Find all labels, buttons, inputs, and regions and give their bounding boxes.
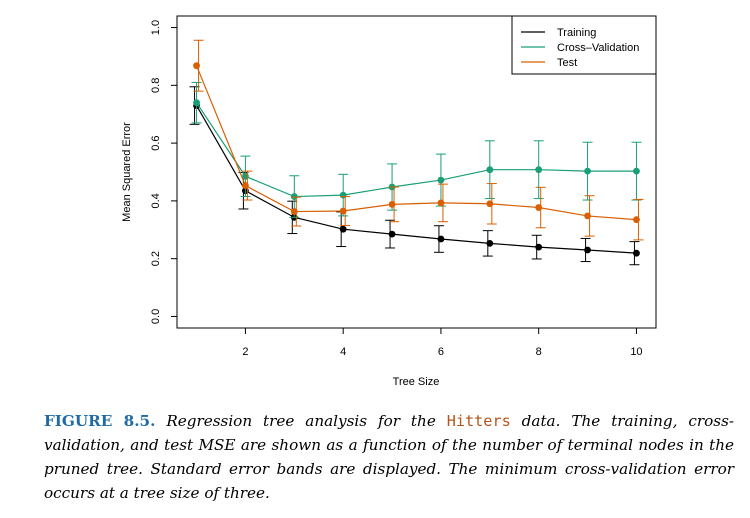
data-point — [535, 166, 543, 174]
data-point — [584, 246, 591, 254]
data-point — [486, 200, 494, 208]
x-tick-label: 4 — [340, 346, 346, 358]
data-point — [339, 225, 347, 233]
x-axis: 2 4 6 8 10 — [242, 328, 643, 358]
data-point — [535, 243, 543, 251]
series-layer — [189, 39, 644, 266]
data-point — [584, 212, 591, 220]
figure-caption: FIGURE 8.5. Regression tree analysis for… — [44, 409, 734, 505]
x-tick-label: 8 — [536, 346, 542, 358]
y-axis: 0.0 0.2 0.4 0.6 0.8 1.0 — [150, 20, 177, 324]
legend-label: Training — [557, 27, 596, 39]
data-point — [437, 235, 445, 243]
data-point — [193, 62, 200, 70]
y-axis-label: Mean Squared Error — [121, 122, 133, 222]
data-point — [486, 239, 494, 247]
x-tick-label: 2 — [242, 346, 248, 358]
x-tick-label: 6 — [438, 346, 444, 358]
data-point — [437, 199, 445, 207]
y-tick-label: 0.4 — [150, 193, 162, 208]
caption-text-2: data. The training, cross-validation, an… — [44, 412, 734, 502]
y-tick-label: 1.0 — [150, 20, 162, 35]
series-training — [189, 86, 640, 266]
data-point — [584, 167, 591, 175]
legend-label: Test — [557, 57, 577, 69]
data-point — [633, 216, 640, 224]
data-point — [535, 204, 543, 211]
y-tick-label: 0.8 — [150, 78, 162, 93]
y-tick-label: 0.6 — [150, 135, 162, 150]
data-point — [290, 208, 298, 215]
data-point — [486, 166, 494, 174]
y-tick-label: 0.2 — [150, 251, 162, 266]
legend-items: Training Cross–Validation Test — [521, 27, 639, 69]
data-point — [339, 207, 347, 215]
data-point — [193, 99, 200, 107]
x-axis-label: Tree Size — [393, 376, 440, 388]
series-line — [195, 65, 637, 221]
series-cross-validation — [191, 81, 642, 218]
series-test — [193, 39, 644, 241]
series-line — [196, 102, 637, 198]
data-point — [633, 167, 640, 175]
plot-frame — [176, 15, 657, 329]
data-point — [242, 182, 249, 189]
legend-label: Cross–Validation — [557, 42, 639, 54]
data-point — [388, 200, 396, 208]
data-point — [437, 176, 445, 184]
legend-box — [511, 15, 657, 75]
figure-label: FIGURE 8.5. — [44, 412, 156, 430]
y-tick-label: 0.0 — [150, 309, 162, 324]
data-point — [633, 249, 640, 257]
caption-code-word: Hitters — [446, 412, 511, 430]
series-line — [196, 105, 637, 254]
data-point — [388, 230, 396, 238]
x-tick-label: 10 — [630, 346, 642, 358]
mse-chart: 2 4 6 8 10 0.0 0.2 0.4 0.6 0.8 1.0 Tree Size Mean… — [121, 15, 657, 388]
legend: Training Cross–Validation Test — [511, 15, 657, 75]
caption-text-1: Regression tree analysis for the — [155, 412, 447, 430]
